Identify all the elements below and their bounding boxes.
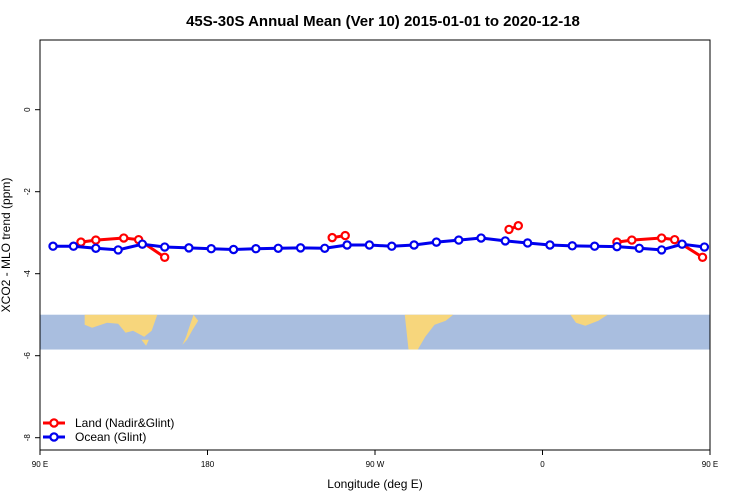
legend: Land (Nadir&Glint)Ocean (Glint): [43, 416, 174, 444]
data-point: [500, 236, 510, 246]
series-1: [48, 233, 710, 255]
data-point: [68, 241, 79, 251]
data-point: [677, 239, 687, 249]
data-point: [545, 240, 555, 250]
data-point: [567, 241, 577, 251]
x-tick-label: 90 W: [366, 460, 385, 469]
data-point: [342, 240, 352, 250]
map-land-south-africa: [570, 314, 608, 326]
data-point: [327, 232, 337, 243]
data-point: [76, 237, 86, 247]
data-point: [48, 241, 58, 251]
data-point: [159, 242, 170, 252]
data-point: [699, 242, 710, 252]
series-0: [76, 221, 708, 262]
data-point: [431, 237, 442, 247]
data-point: [251, 243, 261, 254]
map-land-tasmania: [141, 339, 149, 346]
chart-title: 45S-30S Annual Mean (Ver 10) 2015-01-01 …: [186, 13, 580, 30]
y-tick-label: -8: [23, 434, 32, 442]
data-point: [295, 243, 306, 253]
data-point: [522, 238, 533, 248]
data-point: [409, 240, 419, 250]
x-axis-label: Longitude (deg E): [327, 477, 422, 491]
data-point: [513, 221, 524, 231]
data-point: [656, 233, 667, 243]
data-point: [91, 235, 101, 245]
y-tick-label: -2: [23, 188, 32, 196]
data-point: [589, 241, 600, 251]
map-land-south-america: [404, 314, 454, 350]
data-point: [627, 235, 637, 245]
map-land-new-zealand: [182, 314, 199, 345]
x-axis: 90 E 180 90 W 0 90 E: [32, 450, 718, 469]
x-tick-label: 90 E: [32, 460, 48, 469]
x-tick-label: 180: [201, 460, 215, 469]
data-point: [504, 224, 514, 235]
data-point: [669, 234, 680, 245]
data-point: [612, 241, 622, 252]
data-point: [119, 233, 129, 243]
data-point: [273, 243, 283, 253]
y-axis: 0 -2 -4 -6 -8: [23, 107, 40, 441]
data-point: [137, 239, 148, 249]
legend-swatch-marker: [49, 432, 59, 442]
data-point: [476, 233, 486, 243]
data-point: [697, 252, 708, 262]
data-point: [184, 243, 194, 253]
legend-swatch-marker: [49, 418, 59, 428]
data-point: [364, 240, 375, 250]
data-point: [634, 243, 644, 253]
series-layer: [48, 221, 710, 262]
y-tick-label: 0: [23, 107, 32, 112]
data-point: [387, 241, 397, 251]
data-point: [340, 230, 350, 241]
data-point: [656, 245, 667, 255]
map-strip: [40, 314, 710, 350]
data-point: [454, 235, 464, 245]
y-tick-label: -6: [23, 352, 32, 360]
data-point: [113, 245, 123, 255]
y-tick-label: -4: [23, 270, 32, 278]
data-point: [320, 243, 330, 253]
data-point: [206, 243, 216, 254]
legend-label: Land (Nadir&Glint): [75, 416, 174, 430]
map-land-australia: [84, 314, 158, 337]
data-point: [159, 252, 170, 262]
x-tick-label: 90 E: [702, 460, 718, 469]
data-point: [91, 243, 101, 253]
x-tick-label: 0: [540, 460, 545, 469]
y-axis-label: XCO2 - MLO trend (ppm): [0, 178, 13, 313]
data-point: [228, 244, 239, 255]
legend-label: Ocean (Glint): [75, 430, 146, 444]
